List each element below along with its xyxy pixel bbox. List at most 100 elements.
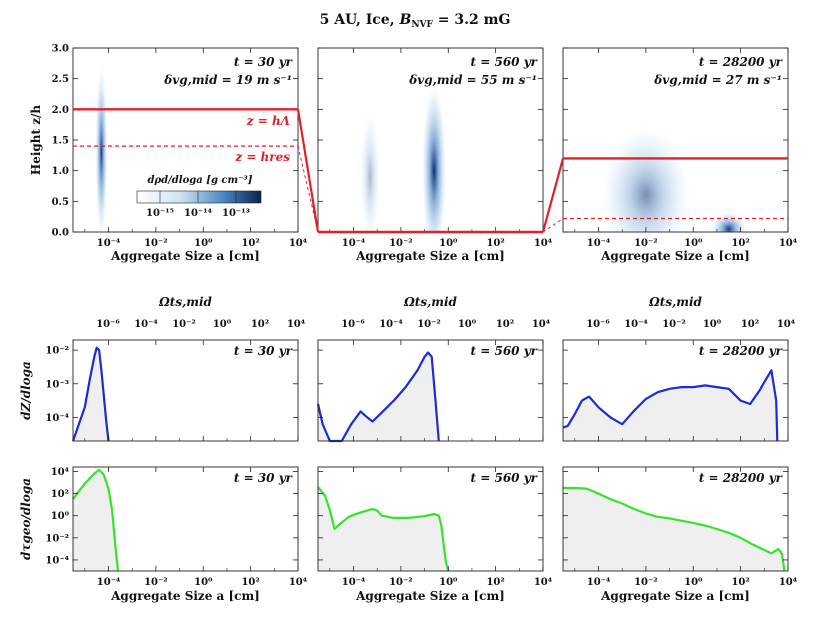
y-tick-label: 10⁰: [51, 511, 70, 522]
colorbar-tick-label: 10⁻¹⁵: [146, 208, 174, 219]
heatmap-field: [359, 78, 448, 232]
y-axis-label: Height z/h: [29, 105, 43, 176]
series-line: [71, 346, 110, 442]
x-tick-label: 10⁻⁴: [97, 238, 121, 249]
top-tick-label: 10⁻²: [417, 319, 441, 330]
top-tick-label: 10⁻⁴: [624, 319, 648, 330]
top-tick-label: 10⁰: [703, 319, 722, 330]
x-axis-label: Aggregate Size a [cm]: [355, 589, 505, 603]
h-res-label: z = hres: [234, 150, 290, 164]
top-tick-label: 10⁴: [777, 319, 796, 330]
line-panel-frame: [562, 339, 789, 442]
density-blob: [598, 121, 694, 232]
y-tick-label: 1.0: [52, 166, 69, 177]
top-tick-label: 10⁰: [213, 319, 232, 330]
x-tick-label: 10²: [241, 577, 259, 588]
series-line: [72, 468, 120, 572]
top-axis-label: Ωts,mid: [158, 295, 212, 309]
y-tick-label: 0.5: [52, 197, 69, 208]
colorbar-tick-label: 10⁻¹³: [222, 208, 250, 219]
x-tick-label: 10⁴: [289, 238, 308, 249]
h-lambda-connector: [296, 109, 320, 233]
series-fill: [318, 486, 449, 571]
x-tick-label: 10⁰: [439, 577, 458, 588]
top-axis-label: Ωts,mid: [403, 295, 457, 309]
line-panel-frame: [317, 466, 544, 572]
x-tick-label: 10⁴: [289, 577, 308, 588]
x-tick-label: 10²: [486, 238, 504, 249]
x-tick-label: 10⁻²: [634, 577, 658, 588]
line-panel-frame: [72, 466, 299, 572]
time-label: t = 560 yr: [471, 344, 539, 358]
time-label: t = 560 yr: [471, 55, 539, 69]
heatmap-field: [598, 121, 748, 232]
x-tick-label: 10⁰: [684, 577, 703, 588]
h-res-connector: [542, 218, 564, 233]
x-tick-label: 10⁻⁴: [97, 577, 121, 588]
x-tick-label: 10⁻²: [634, 238, 658, 249]
time-label: t = 30 yr: [234, 55, 294, 69]
x-tick-label: 10⁰: [194, 577, 213, 588]
x-tick-label: 10⁻²: [144, 238, 168, 249]
series-fill: [563, 370, 778, 441]
x-tick-label: 10⁴: [534, 577, 553, 588]
density-blob: [359, 106, 381, 232]
top-tick-label: 10⁻²: [172, 319, 196, 330]
h-res-connector: [297, 146, 319, 233]
time-label: t = 560 yr: [471, 471, 539, 485]
series-fill: [73, 469, 118, 571]
y-tick-label: 10⁻³: [45, 379, 69, 390]
colorbar-tick-label: 10⁻¹⁴: [184, 208, 213, 219]
series-fill: [563, 488, 785, 571]
series-line: [562, 369, 779, 442]
series-line: [317, 486, 450, 572]
x-tick-label: 10²: [486, 577, 504, 588]
y-tick-label: 10⁻²: [45, 346, 69, 357]
x-tick-label: 10⁴: [779, 577, 798, 588]
velocity-label: δvg,mid = 27 m s⁻¹: [653, 73, 782, 87]
top-tick-label: 10⁻⁴: [134, 319, 158, 330]
colorbar-label: dρd/dloga [g cm⁻³]: [148, 175, 253, 186]
x-tick-label: 10²: [241, 238, 259, 249]
figure-title: 5 AU, Ice, BNVF = 3.2 mG: [320, 12, 511, 30]
density-blob: [709, 210, 748, 232]
series-line: [563, 486, 786, 572]
y-tick-label: 1.5: [52, 136, 69, 147]
top-tick-label: 10²: [496, 319, 514, 330]
x-tick-label: 10⁻²: [389, 238, 413, 249]
heatmap-field: [94, 60, 108, 232]
time-label: t = 28200 yr: [699, 344, 784, 358]
x-tick-label: 10⁻²: [389, 577, 413, 588]
y-tick-label: 10⁴: [51, 467, 70, 478]
x-axis-label: Aggregate Size a [cm]: [600, 249, 750, 263]
density-blob: [94, 60, 108, 232]
x-tick-label: 10⁻⁴: [342, 577, 366, 588]
time-label: t = 30 yr: [234, 344, 294, 358]
y-axis-label: dZ/dloga: [19, 361, 33, 420]
line-panel-frame: [317, 339, 544, 442]
time-label: t = 28200 yr: [699, 471, 784, 485]
x-axis-label: Aggregate Size a [cm]: [355, 249, 505, 263]
x-axis-label: Aggregate Size a [cm]: [110, 249, 260, 263]
line-panel-frame: [72, 339, 299, 442]
x-tick-label: 10⁰: [194, 238, 213, 249]
top-tick-label: 10²: [741, 319, 759, 330]
x-tick-label: 10⁰: [684, 238, 703, 249]
x-tick-label: 10⁴: [534, 238, 553, 249]
top-tick-label: 10⁻⁶: [341, 319, 365, 330]
y-axis-label: dτgeo/dloga: [19, 478, 33, 560]
x-tick-label: 10⁰: [439, 238, 458, 249]
time-label: t = 30 yr: [234, 471, 294, 485]
velocity-label: δvg,mid = 55 m s⁻¹: [408, 73, 537, 87]
x-tick-label: 10⁴: [779, 238, 798, 249]
y-tick-label: 2.5: [52, 74, 69, 85]
top-axis-label: Ωts,mid: [648, 295, 702, 309]
x-tick-label: 10⁻⁴: [342, 238, 366, 249]
line-panel-frame: [562, 466, 789, 572]
top-tick-label: 10⁻⁶: [586, 319, 610, 330]
colorbar: [136, 190, 262, 204]
time-label: t = 28200 yr: [699, 55, 784, 69]
top-tick-label: 10⁰: [458, 319, 477, 330]
x-tick-label: 10⁻⁴: [587, 238, 611, 249]
y-tick-label: 2.0: [52, 105, 69, 116]
